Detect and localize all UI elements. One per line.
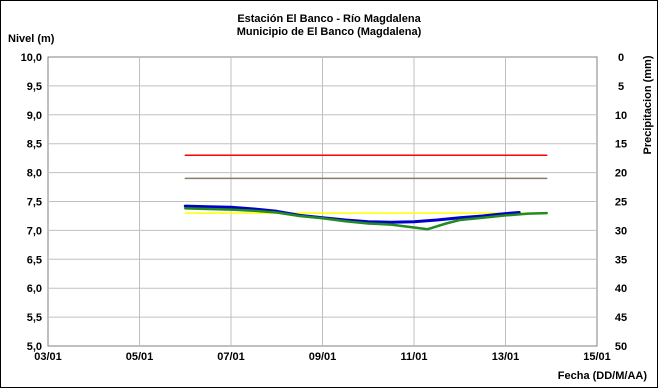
x-tick-label: 15/01 [583,351,611,363]
y-tick-label: 5,0 [27,341,42,353]
series-line-5 [184,207,548,231]
tick-layer: 10,0 9,5 9,0 8,5 8,0 7,5 7,0 6,5 6,0 5,5 5,0 0 5 10 15… [21,52,628,363]
chart-subtitle: Municipio de El Banco (Magdalena) [237,26,422,38]
y2-axis-title: Precipitacion (mm) [642,55,654,154]
series-line-4 [183,204,521,224]
y-tick-label: 10,0 [21,52,42,64]
y-axis-title: Nivel (m) [8,33,55,45]
y-tick-label: 9,5 [27,81,42,93]
x-tick-label: 13/01 [492,351,520,363]
x-tick-label: 09/01 [309,351,337,363]
y2-tick-label: 50 [615,341,627,353]
y-tick-label: 5,5 [27,312,42,324]
y-tick-label: 6,5 [27,254,42,266]
chart-title: Estación El Banco - Río Magdalena [237,13,421,25]
y2-tick-label: 30 [615,225,627,237]
y2-tick-label: 45 [615,312,627,324]
x-tick-label: 07/01 [217,351,245,363]
x-tick-label: 11/01 [401,351,428,363]
y-tick-label: 9,0 [27,110,42,122]
y-tick-label: 8,0 [27,168,42,180]
x-tick-label: 03/01 [34,351,62,363]
y2-tick-label: 0 [618,52,624,64]
y2-tick-label: 20 [615,168,627,180]
y-tick-label: 6,0 [27,283,42,295]
y2-tick-label: 10 [615,110,627,122]
y-tick-label: 7,0 [27,225,42,237]
series-layer [183,154,548,231]
y2-tick-label: 5 [618,81,624,93]
x-axis-title: Fecha (DD/M/AA) [558,370,648,382]
grid [48,57,597,346]
y2-tick-label: 40 [615,283,627,295]
y2-tick-label: 15 [615,139,627,151]
x-tick-label: 05/01 [126,351,154,363]
y2-tick-label: 25 [615,197,627,209]
y-tick-label: 7,5 [27,197,42,209]
y2-tick-label: 35 [615,254,627,266]
y-tick-label: 8,5 [27,139,42,151]
